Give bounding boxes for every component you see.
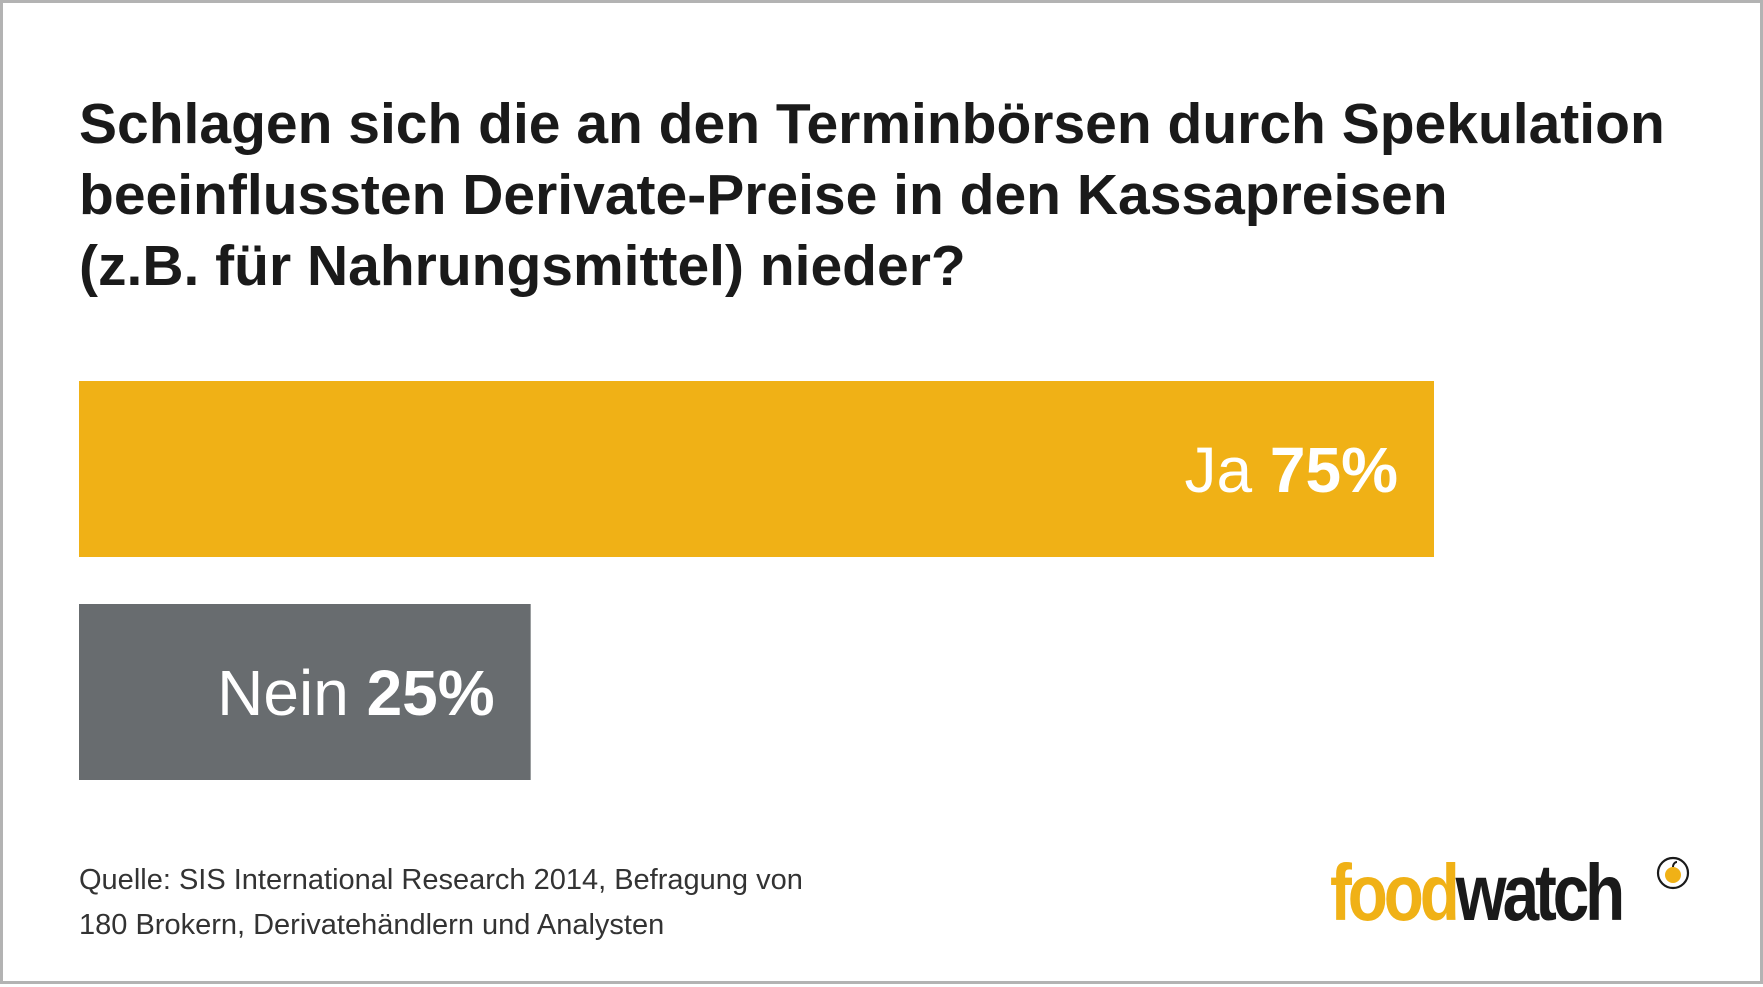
bar-ja (79, 381, 1434, 557)
bar-value-ja: 75% (1270, 434, 1398, 506)
logo-text-watch: watch (1455, 848, 1626, 937)
source-note: Quelle: SIS International Research 2014,… (79, 858, 803, 948)
chart-title-line-3: (z.B. für Nahrungsmittel) nieder? (79, 234, 966, 298)
bar-nein (79, 604, 531, 780)
bar-category-nein: Nein (217, 657, 366, 729)
chart-title-line-1: Schlagen sich die an den Terminbörsen du… (79, 92, 1665, 156)
bar-value-nein: 25% (367, 657, 495, 729)
chart-title: Schlagen sich die an den Terminbörsen du… (79, 89, 1719, 302)
logo-text-food: food (1330, 848, 1460, 937)
bar-category-ja: Ja (1185, 434, 1270, 506)
bar-label-nein: Nein 25% (217, 657, 494, 729)
source-line-2: 180 Brokern, Derivatehändlern und Analys… (79, 909, 665, 941)
foodwatch-logo: foodwatch (1330, 848, 1626, 938)
source-line-1: Quelle: SIS International Research 2014,… (79, 864, 803, 896)
chart-title-line-2: beeinflussten Derivate-Preise in den Kas… (79, 163, 1448, 227)
apple-icon (1656, 856, 1690, 890)
bar-chart: Ja 75% Nein 25% (79, 381, 1434, 780)
bar-label-ja: Ja 75% (1185, 434, 1398, 506)
